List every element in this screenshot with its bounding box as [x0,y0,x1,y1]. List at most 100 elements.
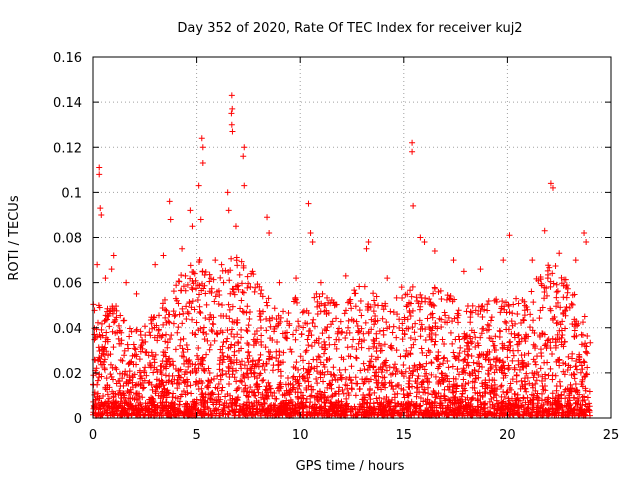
data-point [352,411,359,418]
data-point [338,329,345,336]
data-point [529,384,536,391]
data-point [196,308,203,315]
data-point [541,359,548,366]
data-point [309,239,316,246]
data-point [353,346,360,353]
data-point [514,408,521,415]
data-point [507,338,514,345]
data-point [401,394,408,401]
data-point [305,367,312,374]
data-point [471,407,478,414]
data-point [148,411,155,418]
data-point [229,365,236,372]
data-point [347,296,354,303]
data-point [343,406,350,413]
y-tick-label: 0.14 [53,96,82,111]
data-point [166,377,173,384]
data-point [581,313,588,320]
data-point [521,298,528,305]
data-point [467,319,474,326]
data-point [148,320,155,327]
data-point [219,329,226,336]
data-point [356,328,363,335]
data-point [193,285,200,292]
data-point [393,334,400,341]
data-point [529,327,536,334]
data-point [471,366,478,373]
data-point [105,403,112,410]
data-point [446,383,453,390]
data-point [310,316,317,323]
data-point [187,262,194,269]
data-point [524,306,531,313]
data-point [477,266,484,273]
data-point [229,371,236,378]
data-point [312,401,319,408]
data-point [541,342,548,349]
data-point [131,345,138,352]
data-point [411,402,418,409]
data-point [337,372,344,379]
data-point [481,306,488,313]
data-point [231,333,238,340]
data-point [166,198,173,205]
data-point [180,310,187,317]
data-point [499,399,506,406]
data-point [384,401,391,408]
data-point [191,270,198,277]
data-point [137,332,144,339]
data-point [520,394,527,401]
data-point [256,283,263,290]
data-point [472,307,479,314]
data-point [307,393,314,400]
data-point [228,326,235,333]
data-point [292,295,299,302]
data-point [460,410,467,417]
data-point [421,373,428,380]
data-point [392,361,399,368]
data-point [263,327,270,334]
data-point [157,363,164,370]
data-point [258,332,265,339]
data-point [287,387,294,394]
data-point [264,302,271,309]
data-point [352,354,359,361]
data-point [280,399,287,406]
data-point [234,331,241,338]
data-point [234,385,241,392]
data-point [361,410,368,417]
data-point [438,296,445,303]
data-point [541,331,548,338]
data-point [417,333,424,340]
data-point [322,403,329,410]
data-point [199,390,206,397]
data-point [405,383,412,390]
data-point [584,394,591,401]
data-point [292,378,299,385]
data-point [450,349,457,356]
data-point [553,358,560,365]
data-point [110,252,117,259]
data-point [547,180,554,187]
data-point [493,296,500,303]
data-point [385,397,392,404]
data-point [121,352,128,359]
data-point [467,314,474,321]
data-point [258,325,265,332]
data-point [368,405,375,412]
data-point [165,408,172,415]
data-point [249,268,256,275]
data-point [474,340,481,347]
data-point [171,313,178,320]
data-point [119,357,126,364]
data-point [241,374,248,381]
data-point [292,365,299,372]
data-point [267,349,274,356]
data-point [321,363,328,370]
data-point [345,392,352,399]
data-point [359,406,366,413]
data-point [136,356,143,363]
data-point [544,275,551,282]
data-point [360,330,367,337]
